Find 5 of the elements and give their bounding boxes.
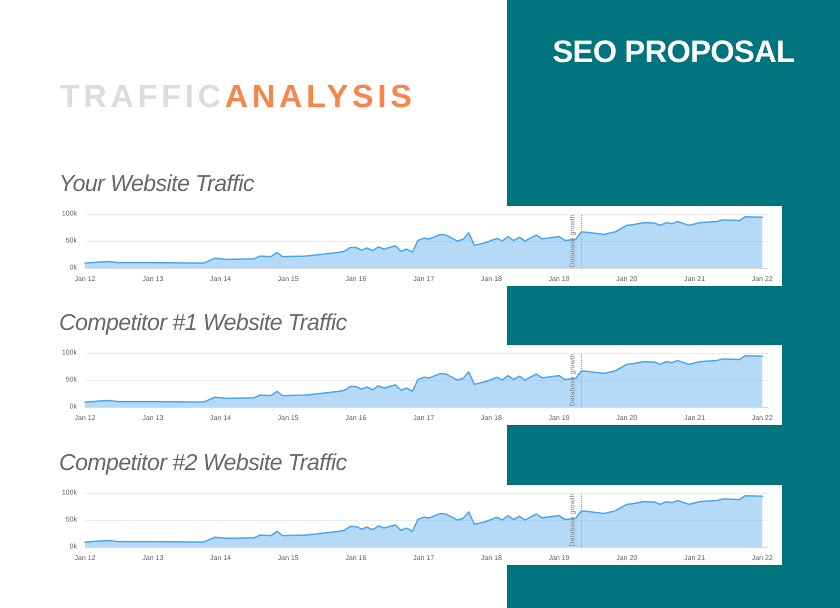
chart-title: Competitor #1 Website Traffic <box>59 308 348 337</box>
chart-title: Competitor #2 Website Traffic <box>59 448 348 477</box>
chart-title: Your Website Traffic <box>59 169 256 198</box>
text: SEO PROPOSAL <box>551 34 796 70</box>
text: ANALYSIS <box>224 78 416 114</box>
